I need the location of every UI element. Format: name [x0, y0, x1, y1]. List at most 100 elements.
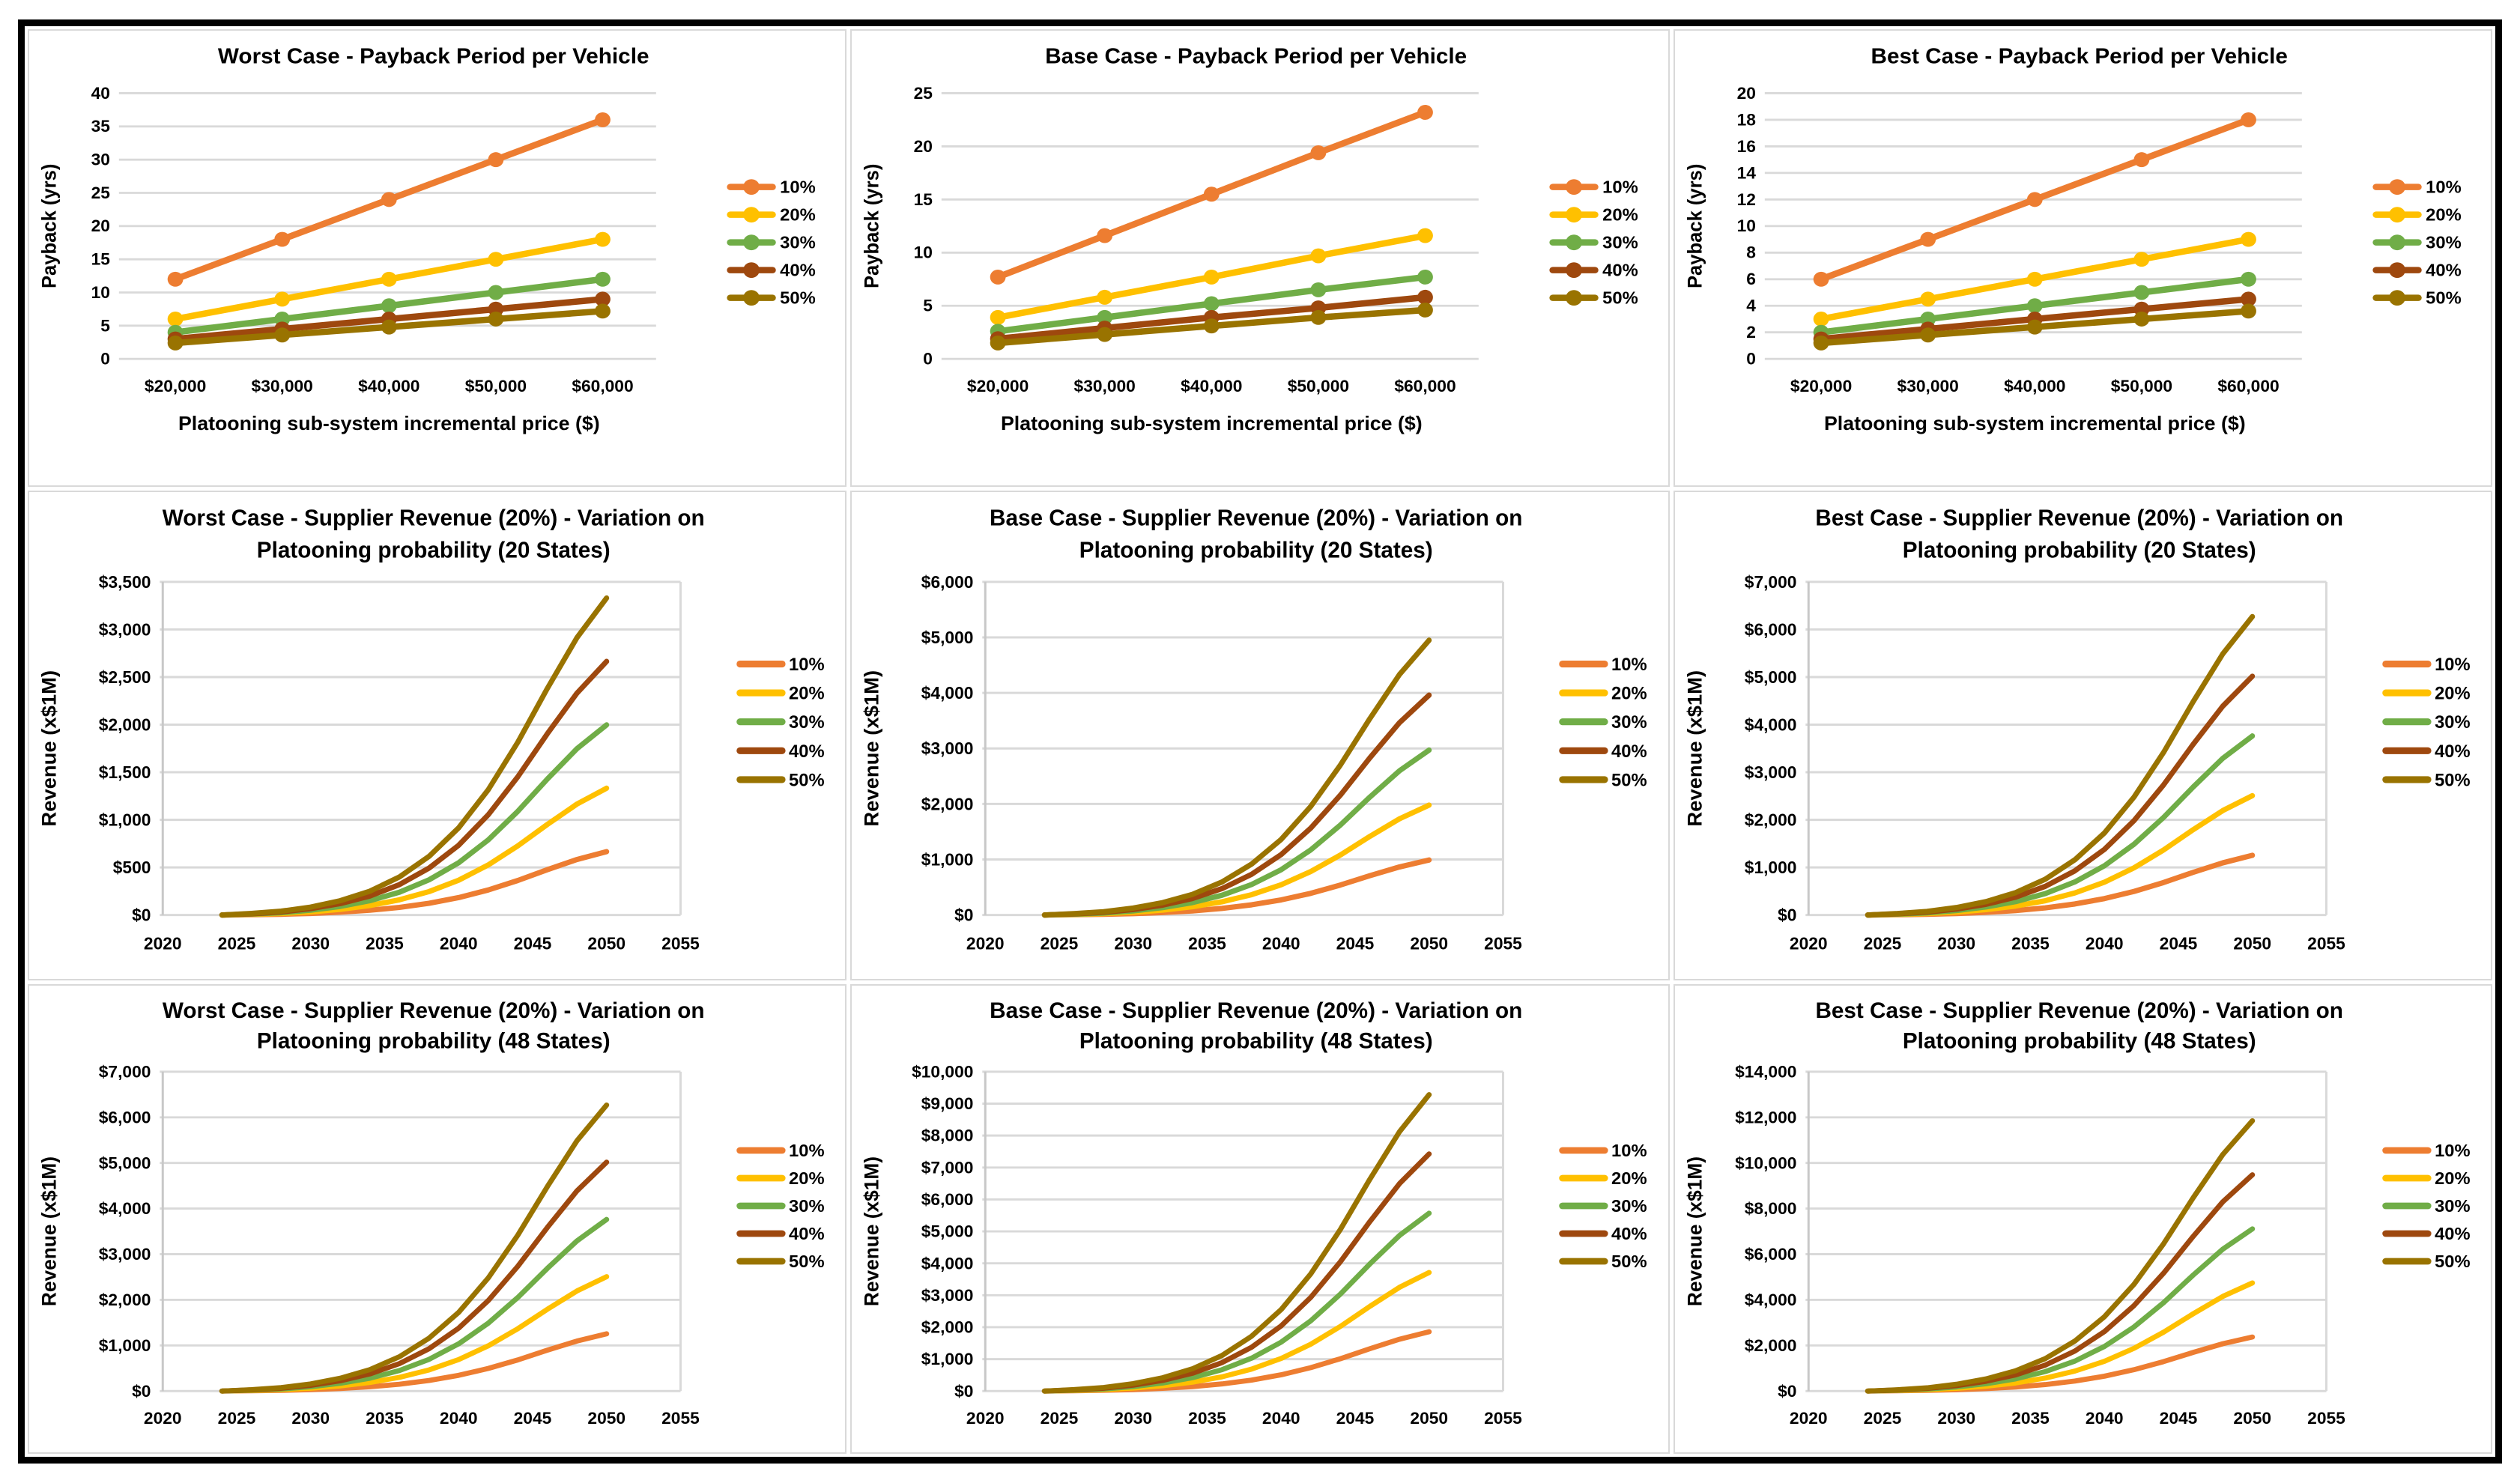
x-tick-label: 2020: [144, 1409, 182, 1428]
data-point-marker: [1813, 335, 1829, 351]
data-point-marker: [2133, 312, 2149, 327]
x-tick-label: 2035: [366, 1409, 404, 1428]
x-tick-label: $60,000: [572, 377, 633, 395]
x-tick-label: 2025: [218, 933, 256, 953]
data-point-marker: [1204, 186, 1220, 202]
data-point-marker: [1204, 269, 1220, 285]
data-point-marker: [2026, 192, 2043, 207]
data-point-marker: [1097, 289, 1113, 305]
x-tick-label: $50,000: [465, 377, 527, 395]
y-tick-label: $6,000: [921, 572, 974, 592]
data-point-marker: [1813, 271, 1829, 287]
series-line-50%: [1042, 1092, 1432, 1394]
data-point-marker: [274, 231, 291, 247]
y-tick-label: $2,000: [1744, 1336, 1796, 1355]
x-tick-label: 2035: [1188, 1409, 1226, 1428]
y-tick-label: 2: [1746, 324, 1756, 342]
y-tick-label: $8,000: [1744, 1199, 1796, 1218]
y-axis-title: Revenue (x$1M): [861, 1156, 883, 1306]
legend-marker-dot: [2388, 234, 2405, 251]
chart-title: Platooning probability (48 States): [257, 1029, 611, 1054]
data-point-marker: [274, 327, 291, 343]
y-tick-label: 10: [914, 243, 933, 261]
data-point-marker: [990, 335, 1006, 351]
y-tick-label: $4,000: [921, 1254, 974, 1273]
series-line-20%: [1865, 792, 2255, 918]
legend-label: 50%: [1611, 770, 1647, 790]
y-tick-label: $7,000: [99, 1063, 151, 1082]
y-tick-label: 6: [1746, 270, 1756, 288]
x-tick-label: 2045: [2159, 933, 2197, 953]
data-point-marker: [2026, 271, 2043, 287]
x-tick-label: 2030: [1115, 1409, 1153, 1428]
y-tick-label: $9,000: [921, 1094, 974, 1113]
x-tick-label: $30,000: [1897, 377, 1958, 395]
data-point-marker: [2133, 252, 2149, 267]
data-point-marker: [595, 271, 611, 287]
chart-panel-best-payback: Best Case - Payback Period per Vehicle 0 2…: [1673, 29, 2492, 488]
figure-black-frame: Worst Case - Payback Period per Vehicle 0…: [18, 19, 2502, 1464]
chart-panel-best-revenue-20-states: Best Case - Supplier Revenue (20%) - Var…: [1673, 491, 2492, 980]
chart-title: Worst Case - Supplier Revenue (20%) - Va…: [163, 998, 705, 1023]
series-line-20%: [219, 1274, 610, 1394]
x-tick-label: 2055: [661, 933, 700, 953]
legend-marker-dot: [743, 290, 760, 306]
data-point-marker: [167, 271, 184, 287]
x-tick-label: 2050: [587, 1409, 626, 1428]
chart-panel-best-revenue-48-states: Best Case - Supplier Revenue (20%) - Var…: [1673, 983, 2492, 1454]
data-point-marker: [1417, 289, 1434, 305]
legend-label: 10%: [2435, 655, 2471, 675]
x-tick-label: 2055: [2307, 1409, 2345, 1428]
y-tick-label: $2,000: [921, 794, 974, 813]
legend-label: 50%: [2426, 288, 2462, 307]
data-point-marker: [167, 335, 184, 351]
y-tick-label: 35: [91, 118, 110, 136]
chart-panel-worst-revenue-48-states: Worst Case - Supplier Revenue (20%) - Va…: [28, 983, 847, 1454]
x-tick-label: 2025: [1041, 933, 1079, 953]
data-point-marker: [1417, 302, 1434, 318]
y-tick-label: $5,000: [921, 628, 974, 647]
legend-label: 50%: [780, 288, 816, 307]
x-tick-label: 2045: [514, 933, 552, 953]
x-tick-label: 2050: [1411, 933, 1449, 953]
series-line-40%: [1865, 1172, 2255, 1394]
legend-label: 30%: [1603, 233, 1639, 252]
y-tick-label: $4,000: [1744, 1291, 1796, 1309]
data-point-marker: [1919, 291, 1936, 307]
series-line-30%: [219, 1216, 610, 1394]
legend-marker-dot: [743, 262, 760, 279]
base-rev-48-chart: Base Case - Supplier Revenue (20%) - Var…: [861, 998, 1647, 1428]
x-tick-label: 2055: [1484, 1409, 1522, 1428]
data-point-marker: [488, 312, 504, 327]
y-tick-label: $0: [132, 905, 151, 924]
x-tick-label: $30,000: [1074, 377, 1136, 395]
chart-title: Best Case - Supplier Revenue (20%) - Var…: [1815, 506, 2343, 530]
y-tick-label: 0: [924, 350, 933, 368]
chart-title: Platooning probability (20 States): [1902, 538, 2256, 562]
x-tick-label: 2030: [291, 933, 330, 953]
worst-rev-48-chart: Worst Case - Supplier Revenue (20%) - Va…: [37, 998, 824, 1428]
data-point-marker: [595, 303, 611, 319]
legend-label: 30%: [789, 712, 825, 733]
series-line-30%: [1042, 1210, 1432, 1394]
y-tick-label: $3,000: [99, 1245, 151, 1264]
series-line-50%: [219, 595, 610, 918]
x-tick-label: 2025: [1863, 933, 1901, 953]
x-tick-label: 2050: [1411, 1409, 1449, 1428]
data-point-marker: [381, 192, 397, 207]
legend-label: 20%: [789, 683, 825, 703]
legend-marker-dot: [743, 179, 760, 195]
best-payback-chart: Best Case - Payback Period per Vehicle 0 2…: [1683, 45, 2462, 434]
legend-label: 30%: [1611, 712, 1647, 733]
data-point-marker: [1417, 228, 1434, 243]
y-tick-label: $6,000: [1744, 1245, 1796, 1264]
chart-title: Base Case - Supplier Revenue (20%) - Var…: [990, 998, 1522, 1023]
data-point-marker: [1310, 282, 1327, 297]
x-tick-label: 2040: [2086, 933, 2124, 953]
data-point-marker: [1813, 312, 1829, 327]
base-rev-20-chart: Base Case - Supplier Revenue (20%) - Var…: [860, 506, 1647, 953]
y-tick-label: 20: [91, 217, 110, 235]
y-tick-label: $14,000: [1735, 1063, 1796, 1082]
legend-marker-dot: [2388, 179, 2405, 195]
